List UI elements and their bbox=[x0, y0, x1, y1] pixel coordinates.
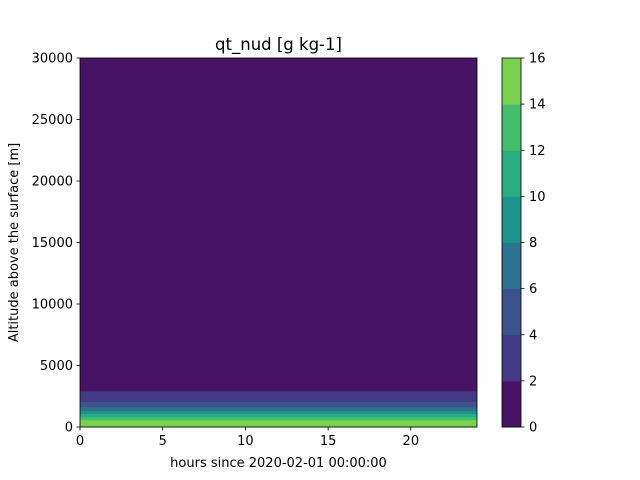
colorbar-tick-label: 4 bbox=[529, 328, 537, 343]
colorbar-segment-6 bbox=[502, 104, 521, 151]
colorbar-segment-4 bbox=[502, 196, 521, 243]
contour-band-5 bbox=[80, 401, 477, 408]
x-axis: 0 5 10 15 20 bbox=[76, 427, 419, 449]
contour-band-6 bbox=[80, 390, 477, 402]
colorbar-segment-3 bbox=[502, 242, 521, 290]
chart-title: qt_nud [g kg-1] bbox=[215, 35, 342, 55]
x-tick-label: 5 bbox=[159, 434, 167, 449]
y-tick-label: 20000 bbox=[32, 175, 73, 190]
colorbar-tick-label: 0 bbox=[529, 421, 537, 436]
contour-band-1 bbox=[80, 416, 477, 421]
y-axis: 0 5000 10000 15000 20000 25000 30000 bbox=[32, 52, 80, 436]
y-tick-label: 15000 bbox=[32, 236, 73, 251]
y-axis-label: Altitude above the surface [m] bbox=[7, 143, 22, 342]
colorbar-segment-0 bbox=[502, 380, 521, 428]
colorbar-tick-label: 8 bbox=[529, 236, 537, 251]
colorbar: 0 2 4 6 8 10 12 14 16 bbox=[501, 52, 546, 436]
y-tick-label: 10000 bbox=[32, 298, 73, 313]
colorbar-tick-label: 10 bbox=[529, 190, 546, 205]
colorbar-segment-2 bbox=[502, 288, 521, 336]
y-tick-label: 25000 bbox=[32, 113, 73, 128]
colorbar-segment-5 bbox=[502, 150, 521, 197]
colorbar-tick-label: 14 bbox=[529, 98, 546, 113]
colorbar-tick-label: 2 bbox=[529, 374, 537, 389]
contour-band-2 bbox=[80, 413, 477, 418]
x-tick-label: 0 bbox=[76, 434, 84, 449]
x-axis-label: hours since 2020-02-01 00:00:00 bbox=[170, 456, 387, 471]
x-tick-label: 10 bbox=[237, 434, 254, 449]
colorbar-tick-label: 6 bbox=[529, 282, 537, 297]
plot-area bbox=[79, 57, 478, 428]
y-tick-label: 5000 bbox=[40, 359, 73, 374]
colorbar-segment-7 bbox=[502, 58, 521, 105]
contour-band-7 bbox=[80, 58, 477, 392]
contour-band-0 bbox=[80, 419, 477, 428]
y-tick-label: 30000 bbox=[32, 52, 73, 67]
colorbar-segment-1 bbox=[502, 334, 521, 382]
y-tick-label: 0 bbox=[65, 421, 73, 436]
colorbar-tick-label: 16 bbox=[529, 52, 546, 67]
contour-band-4 bbox=[80, 406, 477, 411]
contour-band-3 bbox=[80, 410, 477, 415]
x-tick-label: 20 bbox=[403, 434, 420, 449]
x-tick-label: 15 bbox=[320, 434, 337, 449]
colorbar-tick-label: 12 bbox=[529, 144, 546, 159]
